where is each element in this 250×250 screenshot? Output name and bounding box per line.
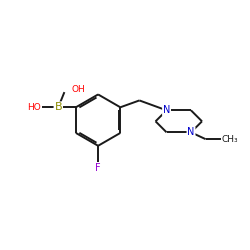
Text: F: F [95,163,101,173]
Text: OH: OH [71,85,85,94]
Text: B: B [54,102,62,112]
Text: CH₃: CH₃ [222,135,238,144]
Text: HO: HO [28,103,41,112]
Text: N: N [187,127,195,137]
Text: N: N [163,105,170,115]
